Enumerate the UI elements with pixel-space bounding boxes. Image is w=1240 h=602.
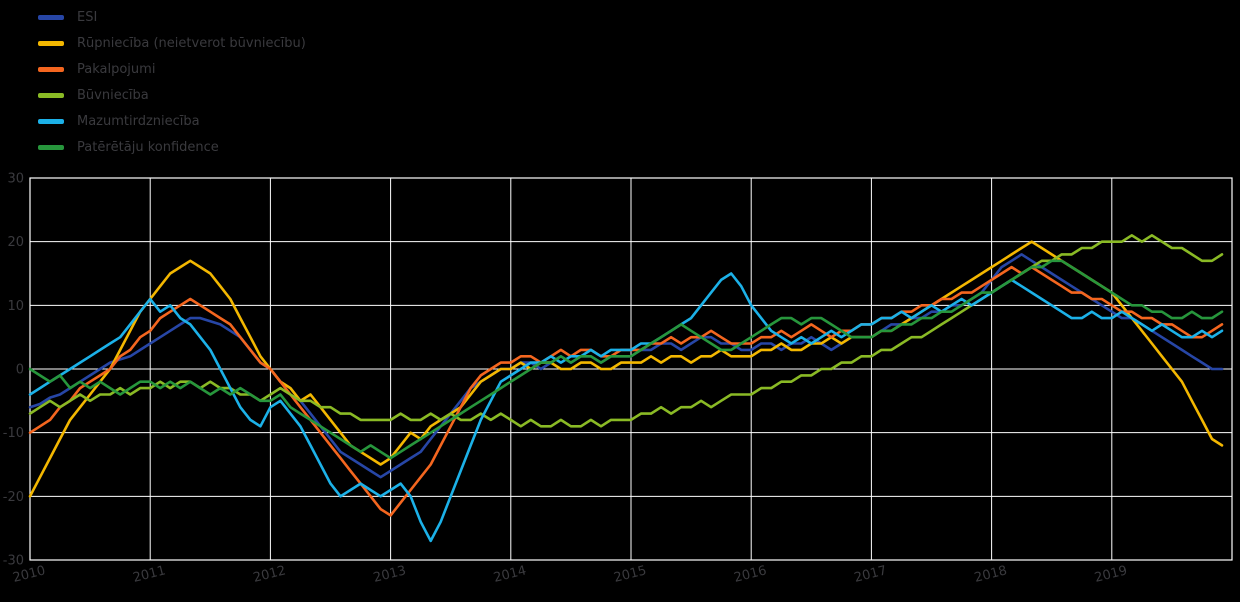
legend-item-retail: Mazumtirdzniecība [38, 108, 306, 134]
legend-swatch-esi [38, 14, 64, 20]
x-tick-label: 2018 [973, 563, 1009, 586]
legend-label-construction: Būvniecība [77, 87, 149, 103]
series-line-services [28, 265, 1224, 517]
legend-item-construction: Būvniecība [38, 82, 306, 108]
series-line-retail [28, 272, 1224, 543]
x-tick-label: 2014 [492, 563, 528, 586]
y-tick-label: 20 [7, 235, 24, 250]
series-line-construction [28, 234, 1224, 428]
legend-swatch-construction [38, 92, 64, 98]
legend-item-esi: ESI [38, 4, 306, 30]
x-tick-label: 2012 [252, 563, 288, 586]
legend-item-services: Pakalpojumi [38, 56, 306, 82]
legend: ESI Rūpniecība (neietverot būvniecību) Pak… [38, 4, 306, 160]
y-tick-label: -10 [3, 426, 24, 441]
legend-swatch-industry [38, 40, 64, 46]
legend-swatch-retail [38, 118, 64, 124]
legend-item-consumer: Patērētāju konfidence [38, 134, 306, 160]
legend-swatch-consumer [38, 144, 64, 150]
x-tick-label: 2016 [732, 563, 768, 586]
y-tick-label: -20 [3, 490, 24, 505]
x-tick-label: 2011 [131, 563, 167, 586]
legend-label-esi: ESI [77, 9, 98, 25]
x-tick-label: 2017 [853, 563, 889, 586]
series-line-industry [28, 240, 1224, 498]
legend-label-services: Pakalpojumi [77, 61, 156, 77]
legend-label-consumer: Patērētāju konfidence [77, 139, 219, 155]
y-tick-label: -30 [3, 554, 24, 569]
series-line-consumer [28, 259, 1224, 460]
x-tick-label: 2015 [612, 563, 648, 586]
series-line-esi [28, 253, 1224, 479]
legend-item-industry: Rūpniecība (neietverot būvniecību) [38, 30, 306, 56]
y-tick-label: 10 [7, 299, 24, 314]
legend-label-retail: Mazumtirdzniecība [77, 113, 200, 129]
legend-label-industry: Rūpniecība (neietverot būvniecību) [77, 35, 306, 51]
x-tick-label: 2019 [1093, 563, 1129, 586]
legend-swatch-services [38, 66, 64, 72]
y-tick-label: 30 [7, 172, 24, 187]
x-tick-label: 2013 [372, 563, 408, 586]
y-tick-label: 0 [16, 363, 24, 378]
